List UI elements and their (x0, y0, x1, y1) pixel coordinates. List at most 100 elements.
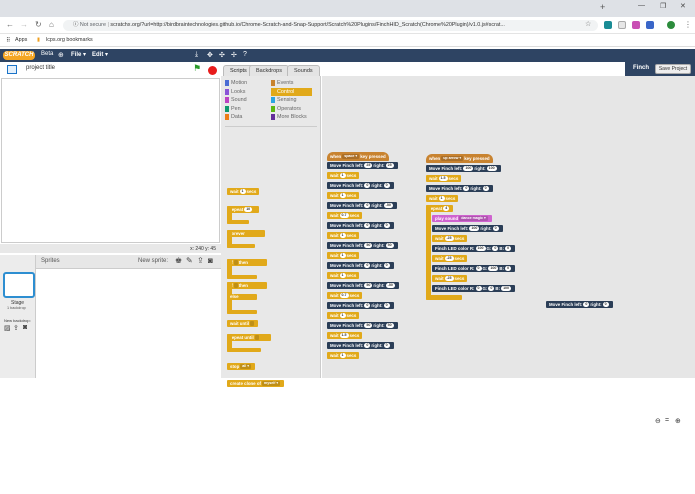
move-finch-block[interactable]: Move Finch left: 0 right: 0 (327, 182, 394, 189)
block-input[interactable]: 10 (244, 207, 253, 213)
block-input[interactable]: 0 (383, 183, 390, 189)
condition-slot[interactable] (250, 321, 255, 327)
block-input[interactable]: 0 (364, 343, 371, 349)
category-sensing[interactable]: Sensing (271, 96, 296, 104)
minimize-icon[interactable]: — (638, 2, 645, 9)
wait-block[interactable]: wait .25 secs (432, 275, 468, 282)
block-input[interactable]: -50 (385, 283, 395, 289)
block-input[interactable]: 1 (239, 189, 246, 195)
sprite-paint-icon[interactable]: ✎ (186, 256, 193, 265)
wait-block[interactable]: wait 1 secs (327, 232, 360, 239)
loose-move-finch-block[interactable]: Move Finch left: 0 right: 0 (546, 301, 613, 308)
sprite-upload-icon[interactable]: ⇪ (197, 256, 204, 265)
reload-icon[interactable]: ↻ (35, 20, 42, 29)
block-input[interactable]: 0 (364, 263, 371, 269)
wait-block[interactable]: wait 1 secs (327, 352, 360, 359)
block-input[interactable]: 1 (339, 173, 346, 179)
block-input[interactable]: 100 (488, 266, 499, 272)
category-events[interactable]: Events (271, 79, 293, 87)
extension-icon[interactable] (632, 21, 640, 29)
delete-icon[interactable]: ✥ (207, 52, 213, 59)
block-input[interactable]: 50 (364, 283, 373, 289)
block-input[interactable]: 1 (339, 353, 346, 359)
wait-block[interactable]: wait 1 secs (327, 172, 360, 179)
wait-block[interactable]: wait 1 secs (426, 195, 459, 202)
wait-block[interactable]: wait 1.5 secs (327, 332, 363, 339)
finch-led-block[interactable]: Finch LED color R: 0 G: 100 B: 0 (432, 265, 516, 272)
back-icon[interactable]: ← (6, 20, 14, 29)
category-sound[interactable]: Sound (225, 96, 247, 104)
wait-block[interactable]: wait 0.7 secs (327, 292, 363, 299)
wait-block[interactable]: wait .25 secs (432, 255, 468, 262)
category-motion[interactable]: Motion (225, 79, 247, 87)
block-input[interactable]: 0 (364, 203, 371, 209)
category-operators[interactable]: Operators (271, 105, 301, 113)
block-input[interactable]: 25 (364, 163, 373, 169)
help-icon[interactable]: ? (243, 51, 247, 58)
wait-block[interactable]: wait .25 secs (432, 235, 468, 242)
move-finch-block[interactable]: Move Finch left: 50 right: 50 (327, 242, 398, 249)
backdrop-upload-icon[interactable]: ⇪ (13, 325, 19, 332)
extension-icon[interactable] (618, 21, 626, 29)
wait-block[interactable]: wait 1 secs (327, 252, 360, 259)
stop-icon[interactable] (208, 66, 217, 75)
fullscreen-icon[interactable] (7, 65, 17, 74)
block-input[interactable]: 100 (469, 226, 480, 232)
block-input[interactable]: 1.5 (339, 333, 349, 339)
block-input[interactable]: -50 (383, 203, 393, 209)
palette-forever-block[interactable]: forever (227, 230, 265, 237)
backdrop-camera-icon[interactable]: ◙ (23, 324, 28, 331)
block-input[interactable]: 0 (364, 183, 371, 189)
block-input[interactable]: 0 (583, 302, 590, 308)
extension-icon[interactable] (646, 21, 654, 29)
condition-slot[interactable] (254, 335, 259, 341)
home-icon[interactable]: ⌂ (49, 20, 54, 29)
block-input[interactable]: 100 (486, 166, 497, 172)
move-finch-block[interactable]: Move Finch left: 0 right: 0 (327, 222, 394, 229)
forward-icon[interactable]: → (20, 20, 28, 29)
block-dropdown[interactable]: space ▾ (342, 154, 360, 160)
backdrop-paint-icon[interactable]: ▨ (4, 325, 11, 332)
palette-stop-block[interactable]: stop all ▾ (227, 363, 256, 370)
palette-if-then-block[interactable]: if then (227, 259, 267, 266)
palette-wait-until-block[interactable]: wait until (227, 320, 259, 327)
block-input[interactable]: 0 (602, 302, 609, 308)
block-input[interactable]: 0 (364, 303, 371, 309)
profile-avatar[interactable] (667, 21, 675, 29)
wait-block[interactable]: wait 1 secs (327, 312, 360, 319)
block-input[interactable]: 1 (339, 233, 346, 239)
tab-backdrops[interactable]: Backdrops (249, 65, 289, 76)
bookmark-star-icon[interactable]: ☆ (585, 21, 592, 28)
palette-create-clone-block[interactable]: create clone of myself ▾ (227, 380, 285, 387)
block-input[interactable]: 0 (475, 266, 482, 272)
move-finch-block[interactable]: Move Finch left: 0 right: 0 (327, 262, 394, 269)
move-finch-block[interactable]: Move Finch left: 0 right: 0 (327, 302, 394, 309)
shrink-icon[interactable]: ✢ (231, 52, 237, 59)
new-tab-icon[interactable]: + (600, 2, 606, 12)
zoom-reset-icon[interactable]: = (665, 417, 670, 424)
block-input[interactable]: 0 (383, 303, 390, 309)
when-up-arrow-key-hat[interactable]: when up arrow ▾ key pressed (426, 154, 493, 163)
block-input[interactable]: 0 (492, 246, 499, 252)
finch-led-block[interactable]: Finch LED color R: 0 G: 0 B: 100 (432, 285, 516, 292)
zoom-out-icon[interactable]: ⊖ (655, 418, 661, 425)
move-finch-block[interactable]: Move Finch left: 50 right: -50 (327, 282, 399, 289)
block-input[interactable]: 1 (339, 253, 346, 259)
globe-icon[interactable]: ⊕ (58, 52, 64, 59)
block-input[interactable]: .25 (444, 276, 454, 282)
block-input[interactable]: 50 (364, 323, 373, 329)
block-dropdown[interactable]: up arrow ▾ (441, 156, 464, 162)
block-input[interactable]: 0 (383, 343, 390, 349)
save-project-button[interactable]: Save Project (655, 64, 691, 74)
play-sound-block[interactable]: play sound dance magic ▾ (432, 215, 492, 222)
finch-led-block[interactable]: Finch LED color R: 100 G: 0 B: 0 (432, 245, 516, 252)
tab-sounds[interactable]: Sounds (287, 65, 320, 76)
palette-repeat-until-block[interactable]: repeat until (227, 334, 271, 341)
green-flag-icon[interactable]: ⚑ (193, 63, 202, 73)
category-more-blocks[interactable]: More Blocks (271, 113, 307, 121)
block-input[interactable]: 100 (475, 246, 486, 252)
wait-block[interactable]: wait 0.7 secs (327, 212, 363, 219)
when-space-key-hat[interactable]: when space ▾ key pressed (327, 152, 389, 161)
block-input[interactable]: 0 (463, 186, 470, 192)
sprite-camera-icon[interactable]: ◙ (208, 256, 213, 265)
